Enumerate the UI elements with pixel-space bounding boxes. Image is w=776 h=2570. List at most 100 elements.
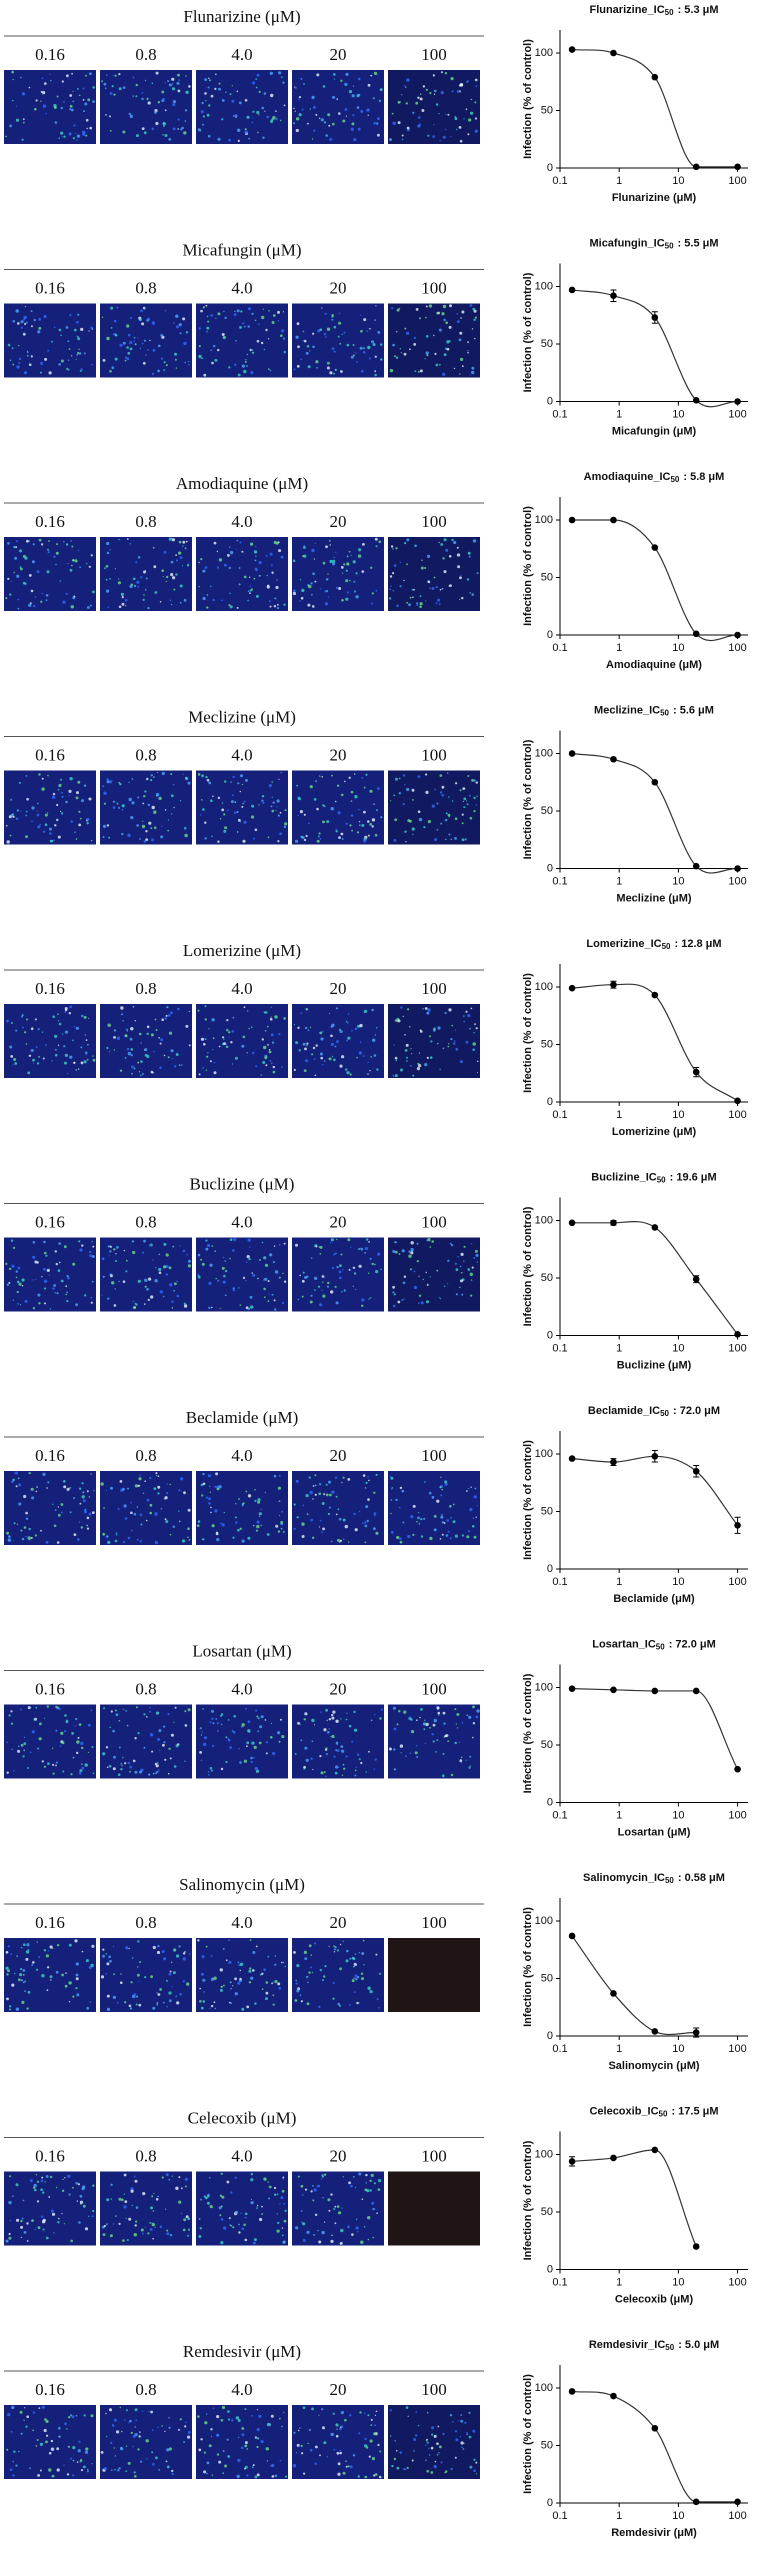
- cell-dot: [177, 1008, 180, 1011]
- cell-dot: [426, 354, 428, 356]
- cell-dot: [227, 810, 229, 812]
- cell-dot: [112, 1730, 115, 1733]
- cell-dot: [327, 367, 330, 370]
- data-point: [734, 1522, 741, 1529]
- cell-dot: [155, 1541, 158, 1544]
- fit-curve: [572, 520, 737, 641]
- cell-dot: [312, 1769, 313, 1770]
- cell-dot: [19, 358, 21, 360]
- cell-dot: [439, 542, 440, 543]
- cell-dot: [119, 1747, 121, 1749]
- cell-dot: [217, 2453, 219, 2455]
- cell-dot: [353, 138, 356, 141]
- cell-dot: [188, 364, 189, 365]
- cell-dot: [148, 1299, 150, 1301]
- cell-dot: [200, 814, 202, 816]
- cell-dot: [471, 1243, 472, 1244]
- cell-dot: [34, 2189, 37, 2192]
- x-tick-label: 100: [728, 642, 746, 654]
- x-tick-label: 1: [616, 175, 622, 187]
- cell-dot: [321, 1290, 322, 1291]
- cell-dot: [338, 112, 341, 115]
- cell-dot: [463, 806, 465, 808]
- cell-dot: [303, 1043, 306, 1046]
- concentration-label: 4.0: [231, 1212, 252, 1231]
- cell-dot: [356, 2219, 357, 2220]
- cell-dot: [416, 1521, 418, 1523]
- y-tick-label: 100: [535, 1681, 553, 1693]
- cell-dot: [115, 568, 116, 569]
- cell-dot: [245, 128, 247, 130]
- cell-dot: [38, 1028, 40, 1030]
- cell-dot: [408, 2416, 409, 2417]
- cell-dot: [427, 1057, 429, 1059]
- fit-curve: [572, 1689, 737, 1770]
- cell-dot: [472, 1267, 474, 1269]
- cell-dot: [113, 1767, 116, 1770]
- cell-dot: [368, 1241, 370, 1243]
- cell-dot: [268, 368, 270, 370]
- cell-dot: [38, 1056, 40, 1058]
- cell-dot: [37, 2200, 39, 2202]
- cell-dot: [143, 1493, 145, 1495]
- cell-dot: [79, 1769, 82, 1772]
- cell-dot: [217, 1730, 219, 1732]
- cell-dot: [208, 1307, 210, 1309]
- cell-dot: [351, 356, 354, 359]
- data-point: [652, 779, 659, 786]
- cell-dot: [31, 1537, 33, 1539]
- cell-dot: [411, 1241, 414, 1244]
- cell-dot: [214, 1486, 216, 1488]
- cell-dot: [77, 781, 80, 784]
- cell-dot: [29, 574, 32, 577]
- cell-dot: [18, 362, 20, 364]
- cell-dot: [426, 335, 429, 338]
- cell-dot: [249, 586, 250, 587]
- cell-dot: [39, 824, 41, 826]
- cell-dot: [30, 1752, 32, 1754]
- cell-dot: [155, 2457, 158, 2460]
- cell-dot: [314, 1058, 316, 1060]
- cell-dot: [161, 569, 164, 572]
- cell-dot: [266, 1981, 269, 1984]
- cell-dot: [299, 600, 301, 602]
- cell-dot: [466, 2433, 468, 2435]
- cell-dot: [28, 1991, 31, 1994]
- cell-dot: [130, 1766, 133, 1769]
- cell-dot: [69, 108, 71, 110]
- cell-dot: [188, 1264, 191, 1267]
- cell-dot: [368, 1273, 369, 1274]
- cell-dot: [365, 1487, 367, 1489]
- cell-dot: [92, 1055, 93, 1056]
- cell-dot: [302, 109, 304, 111]
- cell-dot: [320, 1053, 323, 1056]
- cell-dot: [430, 1246, 432, 1248]
- cell-dot: [164, 551, 167, 554]
- cell-dot: [363, 318, 366, 321]
- cell-dot: [248, 1308, 251, 1311]
- cell-dot: [52, 796, 55, 799]
- cell-dot: [459, 339, 462, 342]
- cell-dot: [468, 552, 471, 555]
- cell-dot: [6, 1998, 9, 2001]
- cell-dot: [42, 2191, 44, 2193]
- cell-dot: [155, 2227, 156, 2228]
- cell-dot: [428, 820, 431, 823]
- cell-dot: [212, 599, 214, 601]
- cell-dot: [107, 552, 109, 554]
- cell-dot: [420, 595, 422, 597]
- cell-dot: [91, 2463, 92, 2464]
- cell-dot: [231, 100, 234, 103]
- cell-dot: [201, 1038, 204, 1041]
- cell-dot: [270, 94, 273, 97]
- cell-dot: [248, 1494, 251, 1497]
- cell-dot: [282, 2227, 283, 2228]
- concentration-label: 4.0: [231, 1446, 252, 1465]
- cell-dot: [176, 367, 177, 368]
- cell-dot: [332, 96, 335, 99]
- cell-dot: [20, 2226, 23, 2229]
- cell-dot: [271, 572, 273, 574]
- cell-dot: [25, 1512, 28, 1515]
- cell-dot: [122, 804, 125, 807]
- cell-dot: [40, 372, 42, 374]
